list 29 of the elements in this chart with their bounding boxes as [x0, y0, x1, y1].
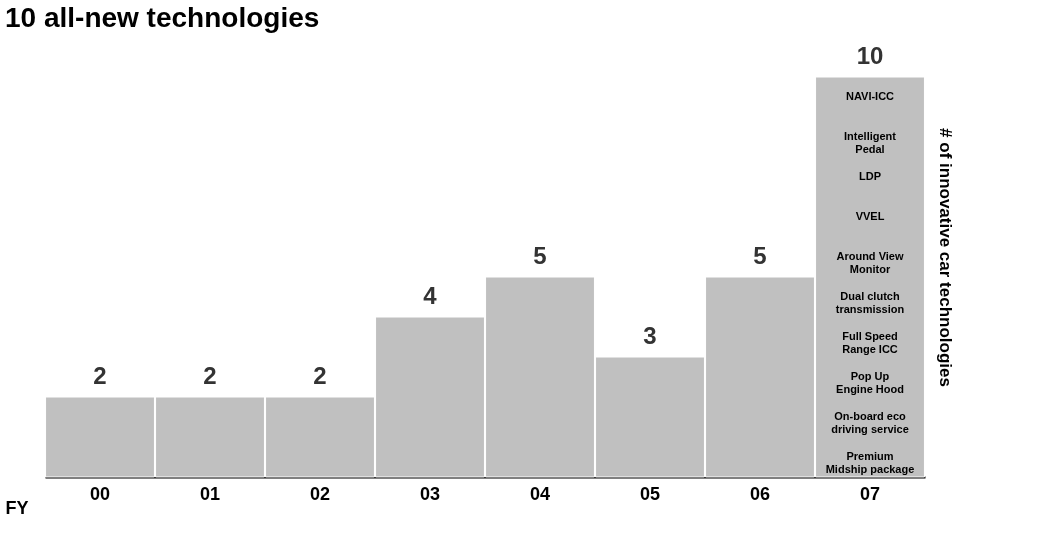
data-label: 2	[203, 362, 217, 389]
x-tick-label: 07	[859, 483, 881, 504]
x-axis-title: FY	[5, 497, 29, 518]
x-tick-label: 04	[529, 483, 551, 504]
annotation: Premium Midship package	[825, 450, 915, 475]
x-tick-label: 01	[199, 483, 221, 504]
data-label: 2	[93, 362, 107, 389]
x-tick-label: 03	[419, 483, 441, 504]
annotation: Around View Monitor	[836, 250, 904, 275]
x-tick-label: 02	[309, 483, 331, 504]
x-tick-label: 00	[89, 483, 111, 504]
annotation: Full Speed Range ICC	[842, 330, 898, 355]
annotation: On-board eco driving service	[831, 410, 909, 435]
data-label: 3	[643, 322, 657, 349]
y-axis-title: # of innovative car technologies	[935, 128, 955, 387]
chart-title: 10 all-new technologies	[5, 2, 320, 33]
x-tick-label: 06	[749, 483, 771, 504]
annotation: LDP	[859, 170, 881, 182]
data-label: 10	[856, 42, 884, 69]
data-label: 5	[533, 242, 547, 269]
data-label: 4	[423, 282, 438, 309]
x-tick-label: 05	[639, 483, 661, 504]
data-label: 2	[313, 362, 327, 389]
data-label: 5	[753, 242, 767, 269]
annotation: Intelligent Pedal	[844, 130, 897, 155]
annotation: NAVI-ICC	[845, 90, 895, 102]
annotation: Dual clutch transmission	[835, 290, 905, 315]
annotation: VVEL	[855, 210, 885, 222]
annotation: Pop Up Engine Hood	[836, 370, 904, 395]
